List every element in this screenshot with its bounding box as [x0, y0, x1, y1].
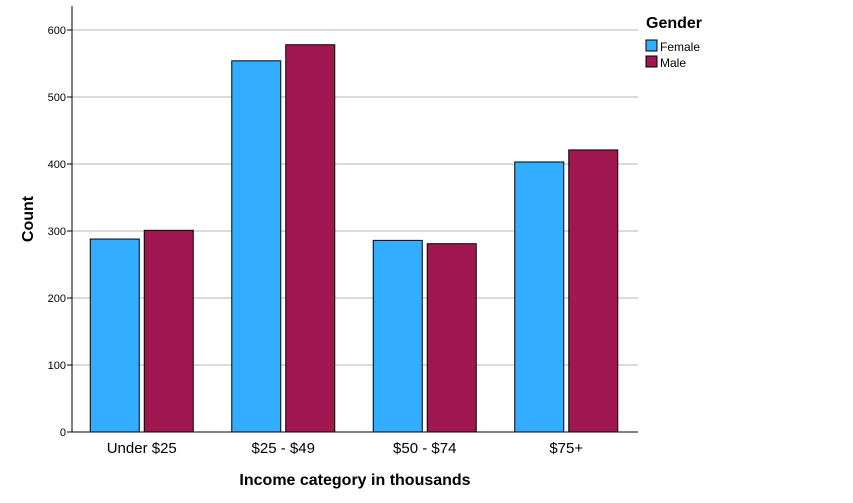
bar-male-1: [143, 229, 194, 433]
y-tick-label: 300: [48, 226, 66, 238]
axes: [71, 6, 638, 433]
y-tick-label: 600: [48, 25, 66, 37]
bars: [89, 44, 619, 433]
x-axis-title: Income category in thousands: [239, 472, 470, 489]
legend-title: Gender: [646, 15, 702, 32]
bar-male-2: [285, 44, 336, 433]
x-tick-label: $25 - $49: [252, 440, 315, 457]
y-tick-label: 500: [48, 92, 66, 104]
legend-label-female: Female: [660, 40, 700, 54]
x-tick-label: $50 - $74: [393, 440, 456, 457]
y-tick-label: 200: [48, 293, 66, 305]
y-tick-label: 400: [48, 159, 66, 171]
legend-label-male: Male: [660, 56, 686, 70]
bar-male-4: [568, 149, 619, 433]
bar-female-3: [372, 239, 423, 433]
y-tick-label: 100: [48, 360, 66, 372]
legend-swatch-male: [645, 55, 658, 68]
bar-male-3: [426, 243, 477, 433]
y-tick-labels: 0 100 200 300 400 500 600: [48, 25, 72, 439]
legend-swatch-female: [645, 39, 658, 52]
legend: Gender Female Male: [645, 15, 702, 70]
bar-female-4: [514, 161, 565, 433]
bar-female-2: [231, 60, 282, 433]
x-tick-label: $75+: [549, 440, 583, 457]
x-tick-labels: Under $25 $25 - $49 $50 - $74 $75+: [107, 440, 584, 457]
y-axis-title: Count: [20, 195, 37, 242]
x-tick-label: Under $25: [107, 440, 177, 457]
bar-female-1: [89, 238, 140, 433]
y-tick-label: 0: [60, 427, 66, 439]
